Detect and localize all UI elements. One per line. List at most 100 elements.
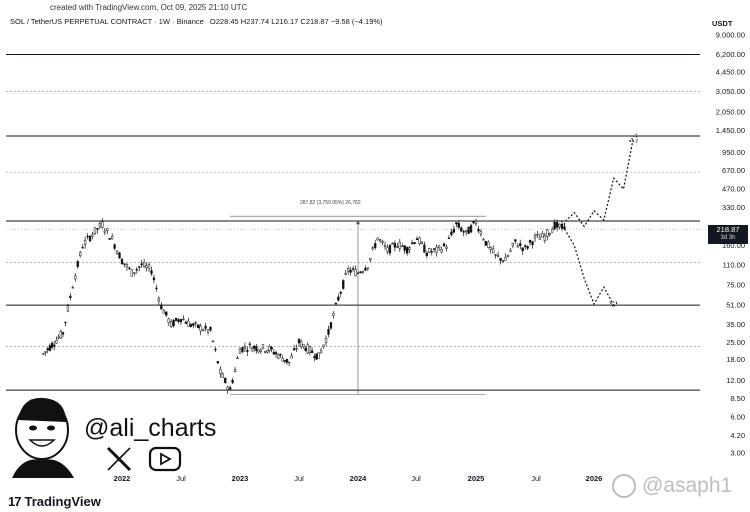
candle-body <box>108 238 111 240</box>
candle-body <box>209 327 212 331</box>
candle-body <box>359 271 362 274</box>
candle-body <box>57 336 60 339</box>
candle-body <box>279 353 282 356</box>
y-tick-label: 75.00 <box>726 280 745 289</box>
candle <box>184 320 188 324</box>
candle <box>322 344 325 349</box>
candle-body <box>371 247 374 249</box>
candle-body <box>187 320 190 327</box>
candle <box>319 347 323 354</box>
candle-body <box>98 223 102 228</box>
candle <box>383 241 387 250</box>
candle <box>283 360 286 364</box>
candle-body <box>496 255 500 257</box>
candle <box>238 347 242 354</box>
candle <box>103 228 106 236</box>
candle-body <box>445 246 448 249</box>
candle <box>86 233 89 240</box>
x-tick-label: Jul <box>294 474 304 483</box>
candle <box>76 259 79 269</box>
youtube-icon-play <box>160 452 172 466</box>
candle <box>391 242 394 245</box>
candle-body <box>211 340 215 342</box>
candle-body <box>231 379 234 384</box>
candle-body <box>152 277 156 281</box>
candle-body <box>135 269 138 271</box>
candle-body <box>290 355 293 359</box>
candle <box>295 344 298 352</box>
candle-body <box>61 332 65 335</box>
candle <box>482 237 485 241</box>
candle <box>48 343 52 352</box>
candle <box>93 227 97 235</box>
candle <box>259 347 262 355</box>
candle-body <box>354 269 357 277</box>
candle-body <box>433 248 436 250</box>
candle <box>329 321 333 330</box>
candle-body <box>479 231 483 235</box>
candle-body <box>179 318 183 323</box>
candle <box>455 222 458 228</box>
candle-body <box>236 357 239 359</box>
tradingview-logo[interactable]: 17 TradingView <box>8 494 101 509</box>
candle-body <box>79 252 82 257</box>
candle-body <box>472 221 475 224</box>
candle-body <box>229 387 232 390</box>
candle-body <box>246 349 249 352</box>
y-tick-label: 3,050.00 <box>716 87 745 96</box>
candle <box>487 240 490 249</box>
candle <box>42 352 45 356</box>
candle-body <box>388 244 392 254</box>
candle-body <box>308 346 312 353</box>
candle <box>437 245 441 252</box>
candle-body <box>192 323 195 326</box>
candle-body <box>214 348 217 351</box>
candle-body <box>224 377 227 383</box>
candle <box>155 284 158 292</box>
candle <box>214 347 217 353</box>
candle-body <box>91 234 94 237</box>
candle <box>211 340 215 343</box>
candle <box>71 285 74 289</box>
candle-body <box>268 346 271 351</box>
candle-body <box>302 344 305 348</box>
candle <box>465 230 468 236</box>
candle-body <box>322 344 325 348</box>
candle-body <box>487 241 490 248</box>
candle-body <box>514 239 517 242</box>
candle-body <box>304 347 307 351</box>
candle <box>317 352 320 359</box>
candle <box>101 218 104 229</box>
candle <box>135 267 138 274</box>
candle-body <box>519 243 522 246</box>
candle-body <box>206 329 210 333</box>
candle-body <box>460 227 463 232</box>
candle <box>277 353 280 360</box>
candle <box>310 347 314 354</box>
candle-body <box>157 297 161 302</box>
candle <box>74 273 77 282</box>
y-tick-label: 670.00 <box>722 166 745 175</box>
candle-body <box>337 296 340 301</box>
candle <box>354 265 357 277</box>
youtube-icon <box>148 446 182 472</box>
projection-down-arrow-icon <box>608 301 619 308</box>
candle-body <box>101 221 104 228</box>
candle-body <box>160 304 163 310</box>
candle <box>396 243 399 248</box>
candle-body <box>538 236 542 240</box>
ohlc-values: O228.45 H237.74 L216.17 C218.87 −9.58 (−… <box>209 17 383 26</box>
candle-body <box>111 236 114 240</box>
candle-body <box>274 352 278 355</box>
candle <box>231 378 234 385</box>
x-tick-label: 2025 <box>468 474 485 483</box>
candle <box>157 296 161 306</box>
candle <box>285 358 289 365</box>
candle-body <box>93 227 97 234</box>
candle <box>526 245 529 251</box>
candle-body <box>437 245 441 249</box>
candle <box>381 239 384 246</box>
y-tick-label: 51.00 <box>726 301 745 310</box>
candle-body <box>494 254 497 256</box>
